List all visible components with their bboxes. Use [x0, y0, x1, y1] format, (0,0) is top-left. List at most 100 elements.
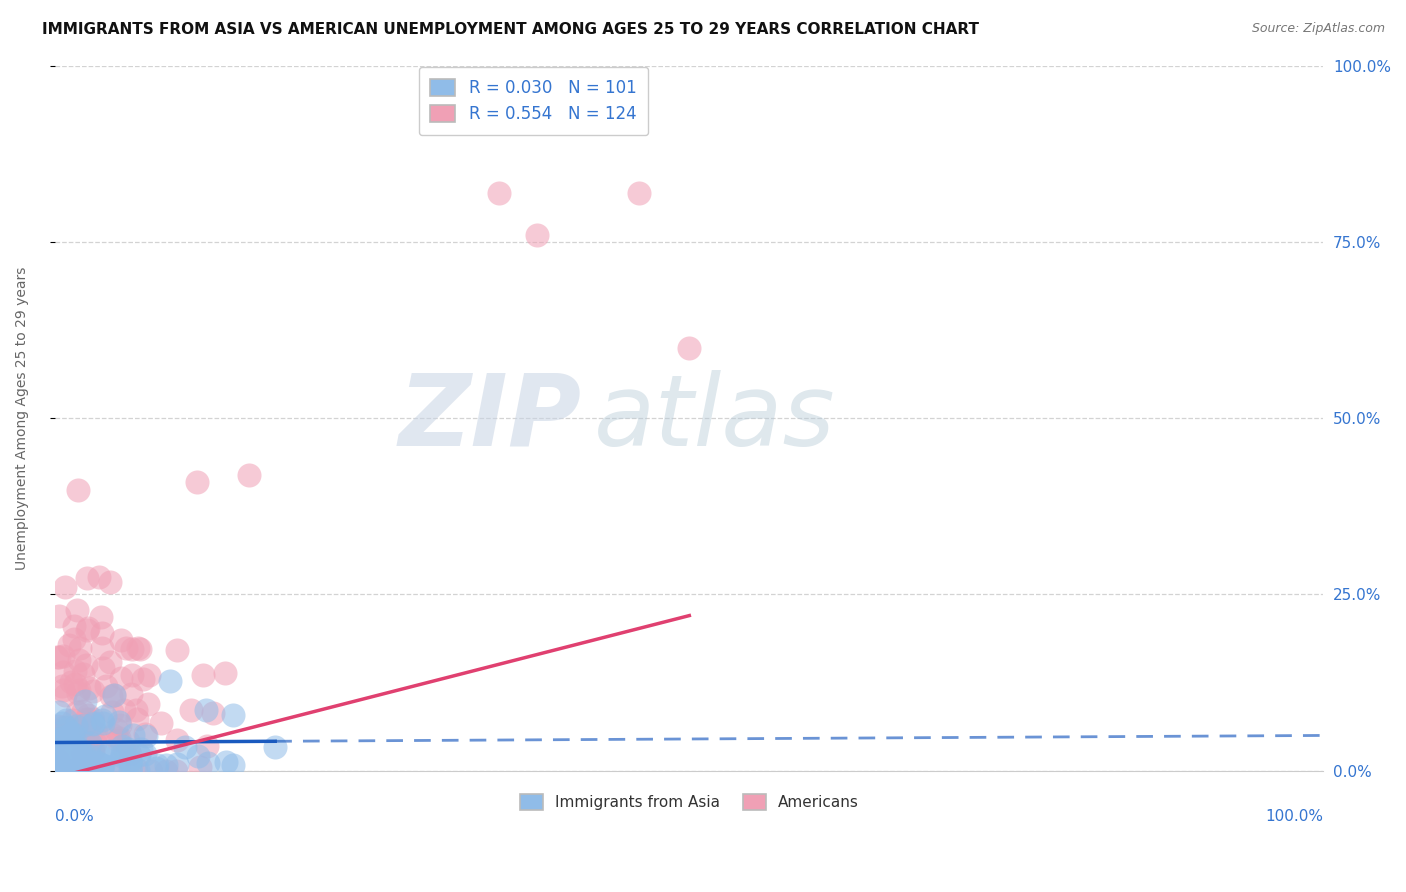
- Point: [75, 752, 97, 766]
- Point: [155, 764, 177, 778]
- Point: [48, 723, 70, 738]
- Point: [197, 739, 219, 753]
- Point: [67, 653, 90, 667]
- Point: [129, 642, 152, 657]
- Point: [90, 610, 112, 624]
- Point: [180, 703, 202, 717]
- Point: [63, 748, 86, 763]
- Point: [46, 650, 69, 665]
- Point: [62, 738, 84, 752]
- Point: [46, 756, 69, 771]
- Point: [125, 703, 148, 717]
- Point: [90, 626, 112, 640]
- Point: [100, 744, 122, 758]
- Point: [48, 725, 70, 739]
- Point: [103, 689, 125, 703]
- Point: [79, 731, 101, 745]
- Point: [79, 764, 101, 778]
- Point: [65, 664, 87, 678]
- Point: [51, 755, 73, 769]
- Point: [79, 764, 101, 778]
- Point: [91, 661, 114, 675]
- Point: [56, 742, 79, 756]
- Point: [150, 716, 173, 731]
- Point: [120, 753, 142, 767]
- Point: [191, 668, 214, 682]
- Point: [112, 742, 135, 756]
- Point: [107, 714, 129, 729]
- Point: [128, 748, 150, 763]
- Point: [76, 716, 98, 731]
- Point: [51, 757, 73, 772]
- Point: [51, 742, 73, 756]
- Point: [53, 761, 76, 775]
- Point: [118, 747, 141, 761]
- Point: [136, 697, 159, 711]
- Point: [63, 740, 86, 755]
- Point: [117, 734, 139, 748]
- Point: [138, 668, 160, 682]
- Point: [84, 756, 107, 770]
- Point: [82, 763, 104, 777]
- Point: [49, 754, 72, 768]
- Point: [114, 640, 136, 655]
- Point: [63, 764, 86, 778]
- Point: [75, 713, 97, 727]
- Point: [93, 715, 115, 730]
- Point: [83, 730, 105, 744]
- Point: [67, 742, 90, 756]
- Point: [155, 757, 177, 772]
- Point: [53, 757, 76, 772]
- Point: [131, 672, 153, 686]
- Point: [76, 731, 98, 746]
- Y-axis label: Unemployment Among Ages 25 to 29 years: Unemployment Among Ages 25 to 29 years: [15, 267, 30, 570]
- Point: [46, 719, 69, 733]
- Point: [75, 657, 97, 672]
- Point: [48, 757, 70, 772]
- Point: [129, 741, 152, 756]
- Point: [678, 341, 700, 355]
- Point: [58, 764, 80, 778]
- Point: [173, 740, 195, 755]
- Point: [82, 716, 104, 731]
- Text: IMMIGRANTS FROM ASIA VS AMERICAN UNEMPLOYMENT AMONG AGES 25 TO 29 YEARS CORRELAT: IMMIGRANTS FROM ASIA VS AMERICAN UNEMPLO…: [42, 22, 979, 37]
- Point: [145, 761, 167, 775]
- Point: [91, 758, 114, 772]
- Point: [60, 725, 83, 739]
- Point: [72, 738, 94, 752]
- Point: [45, 731, 67, 746]
- Point: [264, 739, 287, 754]
- Point: [73, 747, 96, 762]
- Point: [72, 742, 94, 756]
- Point: [120, 760, 142, 774]
- Point: [214, 666, 236, 681]
- Point: [134, 727, 156, 741]
- Point: [55, 729, 77, 743]
- Point: [627, 186, 650, 200]
- Point: [86, 755, 108, 769]
- Point: [77, 681, 100, 695]
- Point: [165, 764, 187, 778]
- Point: [108, 731, 131, 745]
- Point: [52, 759, 75, 773]
- Point: [55, 758, 77, 772]
- Point: [82, 743, 104, 757]
- Point: [488, 186, 510, 200]
- Text: 100.0%: 100.0%: [1265, 809, 1323, 824]
- Point: [526, 227, 548, 242]
- Point: [53, 752, 76, 766]
- Point: [46, 736, 69, 750]
- Point: [55, 722, 77, 736]
- Point: [66, 686, 89, 700]
- Point: [51, 720, 73, 734]
- Point: [76, 571, 98, 585]
- Point: [197, 756, 219, 770]
- Point: [51, 679, 73, 693]
- Point: [63, 632, 86, 647]
- Point: [58, 764, 80, 778]
- Point: [98, 764, 121, 778]
- Point: [48, 745, 70, 759]
- Point: [60, 742, 83, 756]
- Point: [52, 756, 75, 770]
- Point: [139, 764, 162, 778]
